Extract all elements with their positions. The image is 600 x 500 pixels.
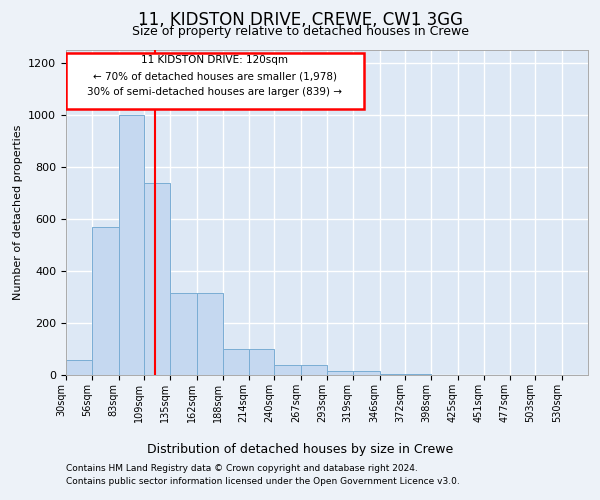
Bar xyxy=(353,371,380,375)
Bar xyxy=(380,374,406,375)
Bar xyxy=(406,374,431,375)
Text: 30% of semi-detached houses are larger (839) →: 30% of semi-detached houses are larger (… xyxy=(88,87,343,97)
Text: Contains public sector information licensed under the Open Government Licence v3: Contains public sector information licen… xyxy=(66,478,460,486)
Text: 11 KIDSTON DRIVE: 120sqm: 11 KIDSTON DRIVE: 120sqm xyxy=(142,55,289,65)
Bar xyxy=(248,349,274,375)
Bar xyxy=(145,182,170,375)
Text: Size of property relative to detached houses in Crewe: Size of property relative to detached ho… xyxy=(131,25,469,38)
Bar xyxy=(327,371,353,375)
Bar xyxy=(274,365,301,375)
Bar xyxy=(170,293,197,375)
Text: Distribution of detached houses by size in Crewe: Distribution of detached houses by size … xyxy=(147,442,453,456)
Bar xyxy=(301,365,327,375)
Y-axis label: Number of detached properties: Number of detached properties xyxy=(13,125,23,300)
Bar xyxy=(66,360,92,375)
Bar xyxy=(66,52,364,108)
Text: Contains HM Land Registry data © Crown copyright and database right 2024.: Contains HM Land Registry data © Crown c… xyxy=(66,464,418,473)
Text: ← 70% of detached houses are smaller (1,978): ← 70% of detached houses are smaller (1,… xyxy=(93,71,337,81)
Bar xyxy=(197,293,223,375)
Bar xyxy=(223,349,248,375)
Text: 11, KIDSTON DRIVE, CREWE, CW1 3GG: 11, KIDSTON DRIVE, CREWE, CW1 3GG xyxy=(137,11,463,29)
Bar xyxy=(92,227,119,375)
Bar xyxy=(119,115,145,375)
